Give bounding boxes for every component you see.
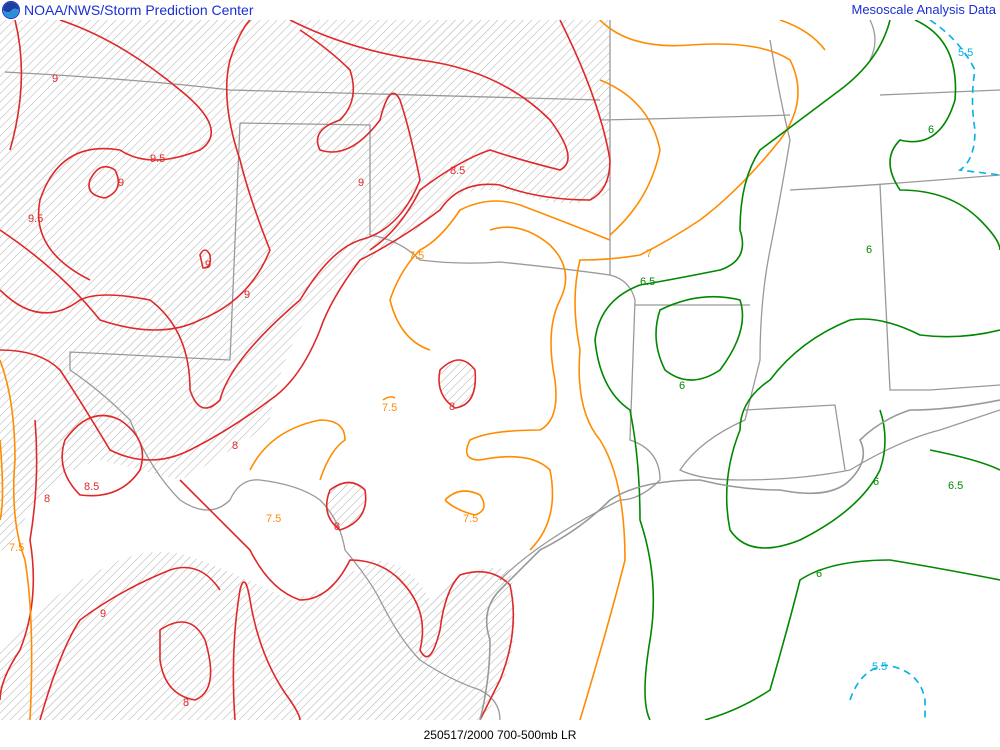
contour-9 (39, 566, 221, 720)
contour-label: 6 (679, 380, 685, 392)
contour-9p5 (9, 20, 23, 151)
header-product-title: Mesoscale Analysis Data (851, 2, 996, 17)
contour-7p5 (389, 200, 611, 351)
contour-label: 8 (183, 697, 189, 709)
contour-label: 9.5 (28, 213, 43, 225)
contour-9 (0, 29, 421, 409)
contour-6p5 (929, 449, 1000, 471)
contour-7p5 (465, 226, 567, 551)
contour-label: 6 (866, 244, 872, 256)
contour-8 (159, 621, 212, 701)
contour-label: 9 (358, 177, 364, 189)
contour-8 (325, 481, 367, 531)
contour-6 (704, 559, 1000, 720)
contour-8 (232, 581, 301, 720)
contour-label: 6 (816, 568, 822, 580)
noaa-logo-icon (2, 1, 20, 19)
contour-label: 8.5 (84, 481, 99, 493)
contour-label: 8 (44, 493, 50, 505)
hatched-areas (0, 20, 610, 720)
political-borders (4, 20, 1000, 720)
map-caption: 250517/2000 700-500mb LR (0, 722, 1000, 750)
contour-label: 8 (232, 440, 238, 452)
contour-9 (199, 249, 212, 269)
contour-label: 9 (100, 608, 106, 620)
contour-label: 6 (928, 124, 934, 136)
contour-9 (0, 20, 271, 331)
mesoscale-map: 9.5 9.5 9 9 9 9 9 9 8.5 8.5 8 8 8 8 8 7.… (0, 20, 1000, 720)
contour-8 (0, 419, 38, 701)
contours-high (0, 20, 611, 720)
contour-labels: 9.5 9.5 9 9 9 9 9 9 8.5 8.5 8 8 8 8 8 7.… (9, 47, 973, 709)
header-title: NOAA/NWS/Storm Prediction Center (24, 2, 254, 18)
contour-label: 7.5 (9, 542, 24, 554)
contour-label: 6.5 (640, 276, 655, 288)
contour-8 (179, 479, 515, 720)
header-left: NOAA/NWS/Storm Prediction Center (2, 0, 254, 20)
contour-label: 8 (334, 521, 340, 533)
contour-7p5 (0, 439, 4, 521)
contour-label: 9 (52, 73, 58, 85)
contour-label: 9 (118, 177, 124, 189)
contour-label: 7.5 (409, 250, 424, 262)
contour-label: 7.5 (463, 513, 478, 525)
contour-label: 7 (646, 248, 652, 260)
contour-5p5 (849, 664, 926, 720)
contour-label: 5.5 (958, 47, 973, 59)
contour-7p5 (444, 490, 485, 516)
contour-7 (574, 20, 799, 720)
contour-7 (779, 20, 826, 51)
contour-7p5 (382, 396, 396, 401)
contour-label: 9.5 (150, 153, 165, 165)
contour-label: 9 (205, 259, 211, 271)
contour-8p5 (61, 414, 144, 497)
contour-label: 8 (449, 401, 455, 413)
contour-label: 6 (873, 476, 879, 488)
contour-8p5 (289, 20, 569, 251)
contour-6 (655, 295, 744, 381)
contours-lowest (849, 20, 1000, 720)
contour-label: 7.5 (266, 513, 281, 525)
contour-7 (599, 79, 661, 236)
contour-7p5 (0, 359, 33, 720)
contour-9p5 (37, 20, 212, 281)
contours-mid (0, 20, 826, 720)
contour-6 (725, 318, 1000, 549)
contour-label: 6.5 (948, 480, 963, 492)
contour-9 (88, 165, 120, 199)
contour-8 (438, 359, 477, 409)
contours-low (594, 20, 1000, 720)
contour-label: 9 (244, 289, 250, 301)
contour-5p5 (929, 20, 1000, 176)
contour-8 (0, 20, 611, 461)
contour-label: 8.5 (450, 165, 465, 177)
coastline (479, 399, 1000, 720)
contour-7p5 (249, 419, 346, 481)
contour-6p5 (594, 20, 891, 720)
contour-6 (889, 20, 1000, 251)
contour-label: 5.5 (872, 661, 887, 673)
contour-label: 7.5 (382, 402, 397, 414)
